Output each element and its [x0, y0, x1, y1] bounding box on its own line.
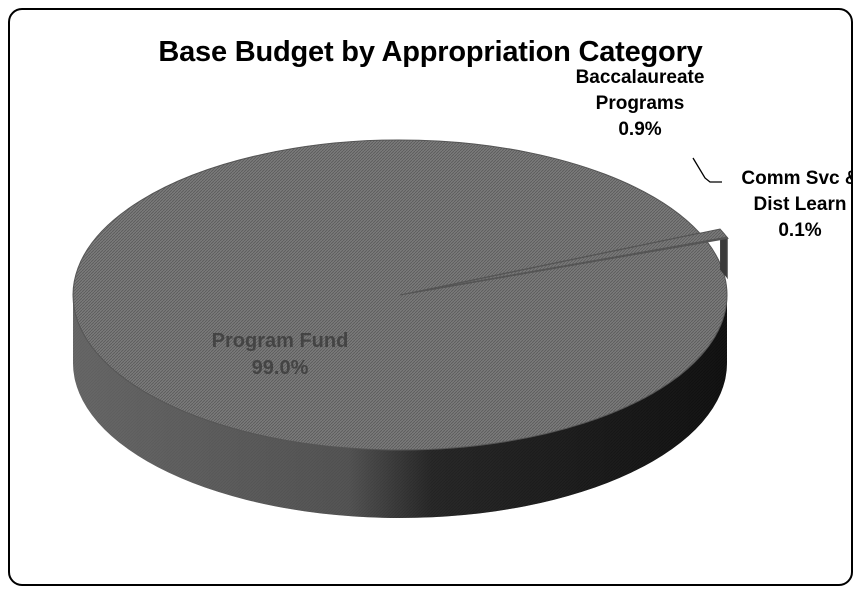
slice-label-program-fund: Program Fund 99.0%	[180, 328, 380, 382]
chart-frame: Base Budget by Appropriation Category Ba…	[8, 8, 853, 586]
slice-label-baccalaureate: Baccalaureate Programs 0.9%	[550, 65, 730, 143]
slice-value: 99.0%	[180, 355, 380, 382]
slice-label-line: Program Fund	[180, 328, 380, 355]
slice-label-line: Baccalaureate	[550, 65, 730, 91]
leader-line	[693, 158, 722, 182]
slice-label-comm-svc: Comm Svc & Dist Learn 0.1%	[725, 166, 853, 244]
pie-slice-0	[73, 140, 727, 450]
slice-value: 0.9%	[550, 117, 730, 143]
slice-value: 0.1%	[725, 218, 853, 244]
slice-label-line: Programs	[550, 91, 730, 117]
slice-label-line: Comm Svc &	[725, 166, 853, 192]
slice-label-line: Dist Learn	[725, 192, 853, 218]
